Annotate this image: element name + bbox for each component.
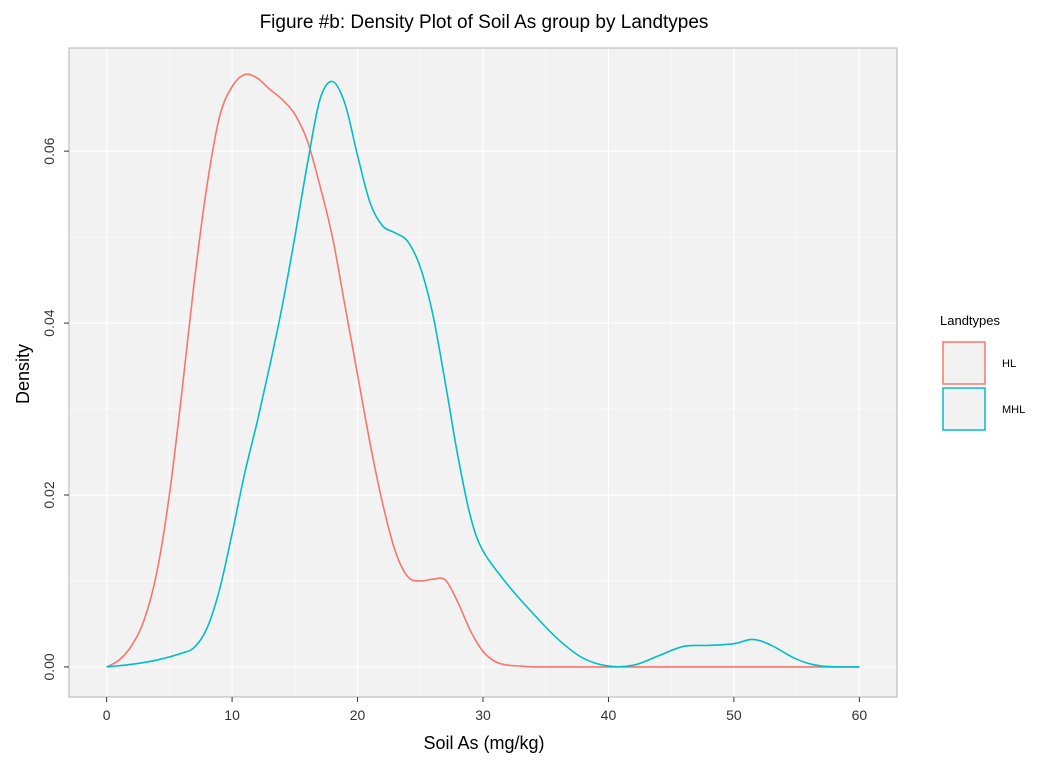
x-tick-label: 40 xyxy=(601,707,617,723)
x-tick-label: 30 xyxy=(475,707,491,723)
legend-key-hl xyxy=(942,341,986,385)
x-tick-label: 50 xyxy=(726,707,742,723)
legend-label-mhl: MHL xyxy=(1002,404,1025,416)
chart-title: Figure #b: Density Plot of Soil As group… xyxy=(260,12,709,33)
x-tick-label: 20 xyxy=(350,707,366,723)
legend-label-hl: HL xyxy=(1002,358,1016,370)
y-tick-label: 0.00 xyxy=(41,653,57,680)
x-tick-label: 10 xyxy=(224,707,240,723)
x-tick-label: 60 xyxy=(852,707,868,723)
y-axis: 0.00 0.02 0.04 0.06 xyxy=(41,137,69,681)
legend-item-hl: HL xyxy=(942,341,1016,385)
y-tick-label: 0.02 xyxy=(41,481,57,508)
series-line-mhl xyxy=(106,80,860,668)
legend-key-mhl xyxy=(942,387,986,431)
legend-items: HL MHL xyxy=(942,341,1025,431)
y-tick-label: 0.04 xyxy=(41,309,57,336)
legend-item-mhl: MHL xyxy=(942,387,1025,431)
series-line-hl xyxy=(106,73,860,668)
legend: Landtypes HL MHL xyxy=(940,313,1025,431)
x-axis: 0 10 20 30 40 50 60 xyxy=(103,697,868,723)
x-axis-label: Soil As (mg/kg) xyxy=(423,733,544,753)
series-lines xyxy=(106,73,860,668)
y-axis-label: Density xyxy=(13,344,33,404)
x-tick-label: 0 xyxy=(103,707,111,723)
plot-panel xyxy=(68,47,898,698)
legend-title: Landtypes xyxy=(940,313,1000,328)
y-tick-label: 0.06 xyxy=(41,137,57,164)
